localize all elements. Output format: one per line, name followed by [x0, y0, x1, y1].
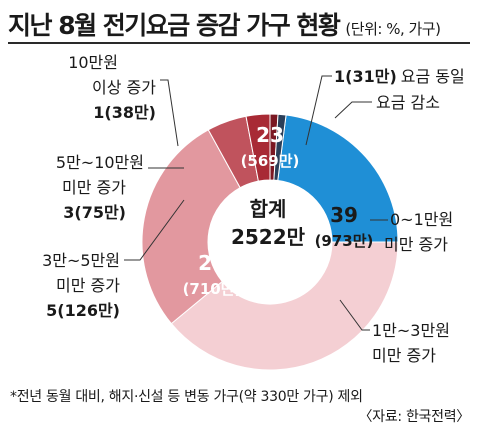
label-0to1-line2: 미만 증가	[384, 235, 448, 254]
donut-slices	[141, 113, 399, 371]
unit-label: (단위: %, 가구)	[345, 20, 441, 38]
label-over10-line1: 10만원	[68, 53, 118, 72]
count-3to5: (126만)	[57, 301, 120, 320]
leader-line-1to3	[339, 299, 370, 331]
label-over10-line2: 이상 증가	[92, 78, 156, 97]
pct-same: 1	[334, 67, 345, 86]
pct-5to10: 3	[63, 203, 74, 222]
count-over10: (38만)	[104, 103, 156, 122]
title-row: 지난 8월 전기요금 증감 가구 현황 (단위: %, 가구)	[8, 6, 441, 42]
label-same: 1(31만) 요금 동일	[334, 67, 465, 86]
label-3to5-line2: 미만 증가	[56, 276, 120, 295]
chart-title: 지난 8월 전기요금 증감 가구 현황	[8, 11, 341, 40]
label-3to5-count: 5(126만)	[46, 301, 120, 320]
label-3to5-line1: 3만~5만원	[42, 251, 120, 270]
leader-lines	[124, 75, 388, 331]
label-1to3-line1: 1만~3만원	[372, 321, 450, 340]
leader-line-over10	[160, 79, 179, 147]
label-5to10-line2: 미만 증가	[62, 178, 126, 197]
center-label: 합계	[250, 197, 287, 221]
footnote: *전년 동월 대비, 해지·신설 등 변동 가구(약 330만 가구) 제외	[10, 389, 363, 405]
label-5to10-count: 3(75만)	[63, 203, 126, 222]
donut-hole	[208, 180, 332, 304]
count-same: (31만)	[345, 67, 397, 86]
source: 〈자료: 한국전력〉	[358, 409, 471, 425]
title-rule	[8, 42, 470, 44]
label-decrease: 요금 감소	[376, 93, 440, 112]
count-5to10: (75만)	[74, 203, 126, 222]
leader-line-same	[305, 75, 332, 146]
count-1to3: (710만)	[183, 280, 242, 298]
pct-3to5: 5	[46, 301, 57, 320]
label-0to1-line1: 0~1만원	[390, 210, 453, 229]
value-decrease: 23	[256, 123, 284, 147]
left-labels: 10만원 이상 증가 1(38만) 5만~10만원 미만 증가 3(75만) 3…	[42, 53, 156, 320]
count-decrease: (569만)	[241, 152, 300, 170]
leader-line-decrease	[334, 101, 372, 119]
text-same: 요금 동일	[401, 67, 465, 86]
value-1to3: 28	[198, 251, 226, 275]
value-0to1: 39	[330, 203, 358, 227]
label-over10-count: 1(38만)	[93, 103, 156, 122]
label-1to3-line2: 미만 증가	[372, 346, 436, 365]
label-5to10-line1: 5만~10만원	[56, 153, 144, 172]
center-total: 2522만	[231, 225, 306, 249]
pct-over10: 1	[93, 103, 104, 122]
leader-line-3to5	[124, 199, 185, 261]
count-0to1: (973만)	[315, 232, 374, 250]
